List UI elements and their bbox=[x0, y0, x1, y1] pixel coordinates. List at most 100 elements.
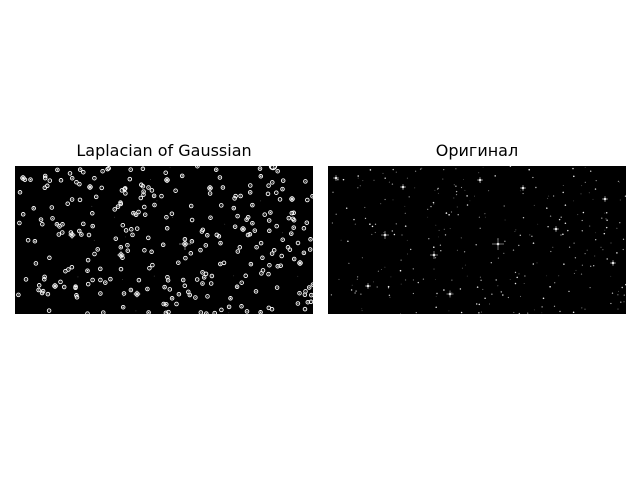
star bbox=[445, 212, 448, 214]
star bbox=[573, 200, 575, 202]
star bbox=[522, 192, 524, 195]
star bbox=[622, 248, 624, 251]
blob-circle bbox=[122, 186, 127, 192]
star bbox=[99, 268, 101, 270]
blob-circle bbox=[189, 217, 195, 223]
star bbox=[40, 218, 42, 221]
blob-circle bbox=[275, 168, 280, 174]
star bbox=[32, 207, 35, 210]
star bbox=[148, 267, 150, 269]
star bbox=[610, 302, 612, 305]
star bbox=[51, 217, 54, 220]
star bbox=[548, 195, 550, 197]
star bbox=[282, 232, 284, 234]
star bbox=[438, 236, 439, 238]
star bbox=[427, 208, 429, 211]
blob-circle bbox=[268, 210, 273, 215]
star bbox=[175, 303, 178, 305]
star bbox=[37, 289, 40, 291]
star bbox=[150, 179, 151, 180]
star bbox=[310, 301, 312, 303]
star bbox=[109, 278, 112, 280]
blob-circle bbox=[69, 175, 75, 181]
star bbox=[369, 169, 372, 171]
star bbox=[104, 281, 107, 284]
star bbox=[415, 311, 417, 314]
star bbox=[125, 229, 127, 231]
blob-circle bbox=[220, 185, 226, 190]
blob-circle bbox=[173, 188, 178, 193]
star bbox=[191, 240, 193, 242]
star bbox=[211, 275, 213, 277]
star bbox=[123, 188, 126, 190]
blob-circle bbox=[203, 243, 209, 248]
star bbox=[357, 187, 359, 189]
blob-circle bbox=[248, 183, 253, 188]
blob-circle bbox=[266, 183, 271, 188]
blob-circle bbox=[32, 238, 38, 244]
star bbox=[518, 244, 520, 247]
star bbox=[56, 223, 58, 225]
star bbox=[38, 284, 40, 286]
star bbox=[562, 191, 564, 194]
blob-circle bbox=[85, 311, 90, 314]
star bbox=[122, 296, 124, 297]
blob-circle bbox=[232, 224, 238, 229]
star bbox=[382, 172, 384, 174]
star bbox=[282, 180, 284, 182]
blob-circle bbox=[209, 273, 215, 279]
star bbox=[63, 286, 65, 288]
blob-circle bbox=[36, 283, 42, 288]
star bbox=[121, 279, 123, 280]
star bbox=[206, 295, 209, 297]
blob-circle bbox=[54, 221, 60, 227]
star bbox=[304, 180, 307, 183]
blob-circle bbox=[285, 245, 291, 250]
star bbox=[466, 275, 468, 277]
blob-circle bbox=[183, 255, 188, 261]
star bbox=[455, 194, 458, 196]
star bbox=[58, 233, 60, 236]
star bbox=[205, 273, 207, 275]
blob-circle bbox=[120, 304, 126, 310]
star bbox=[504, 219, 506, 221]
star bbox=[165, 216, 167, 218]
blob-circle bbox=[98, 266, 103, 272]
star bbox=[619, 222, 621, 224]
star bbox=[337, 178, 339, 181]
star bbox=[444, 234, 447, 236]
star bbox=[250, 263, 252, 265]
star bbox=[383, 231, 385, 234]
blob-circle bbox=[199, 229, 205, 234]
star bbox=[535, 186, 537, 189]
blob-circle bbox=[36, 287, 41, 293]
blob-circle bbox=[113, 236, 119, 241]
star bbox=[422, 278, 425, 280]
star bbox=[91, 205, 93, 207]
blob-circle bbox=[46, 308, 52, 313]
star bbox=[610, 275, 612, 277]
star bbox=[178, 293, 180, 295]
star bbox=[87, 259, 89, 261]
star bbox=[623, 301, 625, 303]
star bbox=[577, 214, 579, 216]
star bbox=[206, 190, 208, 192]
blob-circle bbox=[238, 193, 243, 199]
bright-star bbox=[430, 251, 438, 259]
bright-star bbox=[446, 290, 454, 298]
star bbox=[160, 195, 163, 197]
star bbox=[125, 236, 126, 238]
star bbox=[593, 265, 595, 267]
blob-circle bbox=[260, 268, 266, 273]
star bbox=[516, 276, 518, 279]
star bbox=[574, 257, 577, 259]
star bbox=[482, 288, 484, 290]
star bbox=[162, 244, 164, 246]
blob-circle bbox=[74, 295, 80, 300]
blob-circle bbox=[217, 175, 223, 180]
star bbox=[519, 234, 522, 237]
blob-circle bbox=[20, 175, 26, 181]
star bbox=[374, 223, 377, 225]
blob-circle bbox=[65, 201, 70, 206]
blob-circle bbox=[85, 268, 90, 273]
